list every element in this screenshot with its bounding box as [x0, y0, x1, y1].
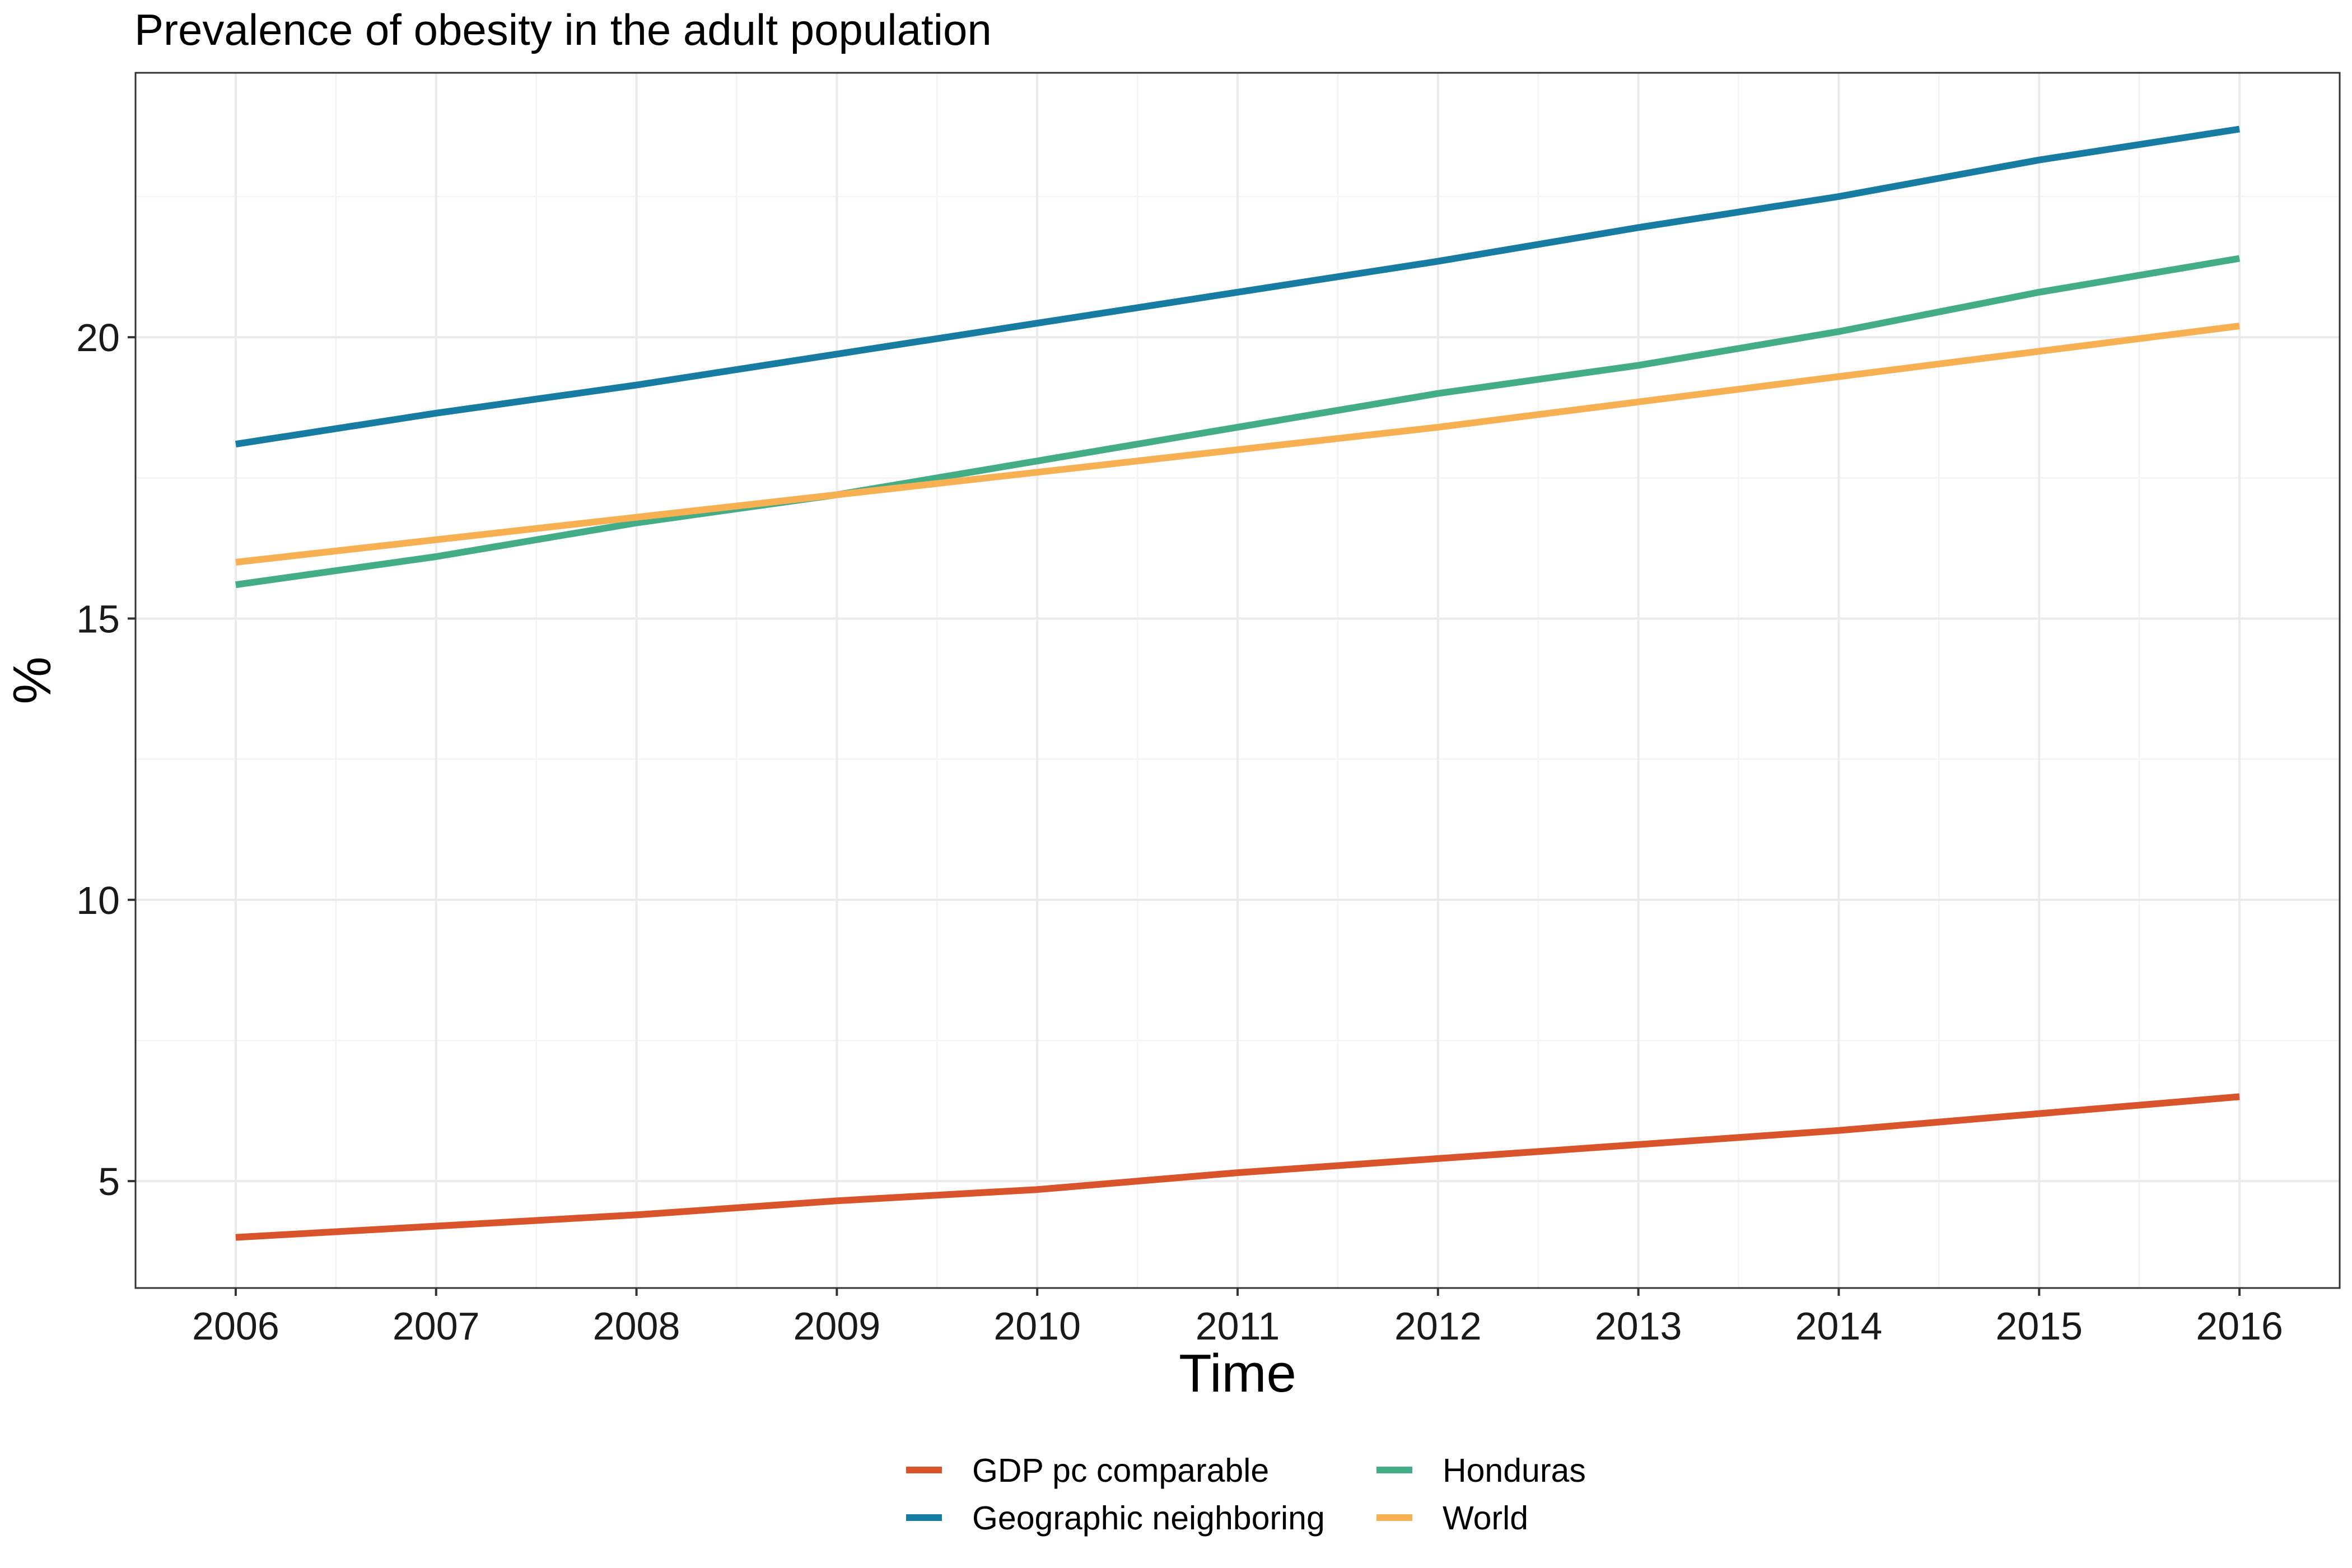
series-line-0: [235, 1093, 2240, 1241]
x-tick-label: 2013: [1595, 1304, 1682, 1348]
y-tick-label: 20: [76, 316, 120, 360]
x-tick-label: 2014: [1795, 1304, 1883, 1348]
y-axis-title: %: [2, 656, 62, 704]
legend-label: Honduras: [1443, 1452, 1586, 1489]
x-tick-label: 2006: [192, 1304, 279, 1348]
x-tick-label: 2012: [1394, 1304, 1482, 1348]
legend-label: GDP pc comparable: [972, 1452, 1269, 1489]
legend: GDP pc comparable Geographic neighboring H…: [906, 1452, 1586, 1537]
series-lines: [235, 125, 2241, 1241]
x-axis-title: Time: [1179, 1343, 1296, 1403]
x-tick-label: 2009: [793, 1304, 880, 1348]
y-tick-label: 10: [76, 879, 120, 922]
legend-label: World: [1443, 1500, 1528, 1537]
chart-title: Prevalence of obesity in the adult popul…: [134, 5, 992, 54]
legend-label: Geographic neighboring: [972, 1500, 1325, 1537]
x-tick-label: 2015: [1995, 1304, 2083, 1348]
x-tick-label: 2011: [1196, 1304, 1280, 1348]
y-tick-label: 5: [98, 1160, 120, 1203]
series-line-1: [235, 125, 2241, 448]
grid: [134, 73, 2341, 1288]
y-axis-ticks: 5 10 15 20: [76, 316, 136, 1203]
x-tick-label: 2007: [393, 1304, 480, 1348]
series-line-3: [235, 323, 2240, 566]
y-tick-label: 15: [76, 597, 120, 641]
series-line-2: [235, 255, 2241, 589]
x-tick-label: 2010: [993, 1304, 1081, 1348]
x-axis-ticks: 2006 2007 2008 2009 2010 2011 2012 2013 2014 2015…: [192, 1288, 2283, 1348]
x-tick-label: 2016: [2196, 1304, 2283, 1348]
x-tick-label: 2008: [593, 1304, 680, 1348]
